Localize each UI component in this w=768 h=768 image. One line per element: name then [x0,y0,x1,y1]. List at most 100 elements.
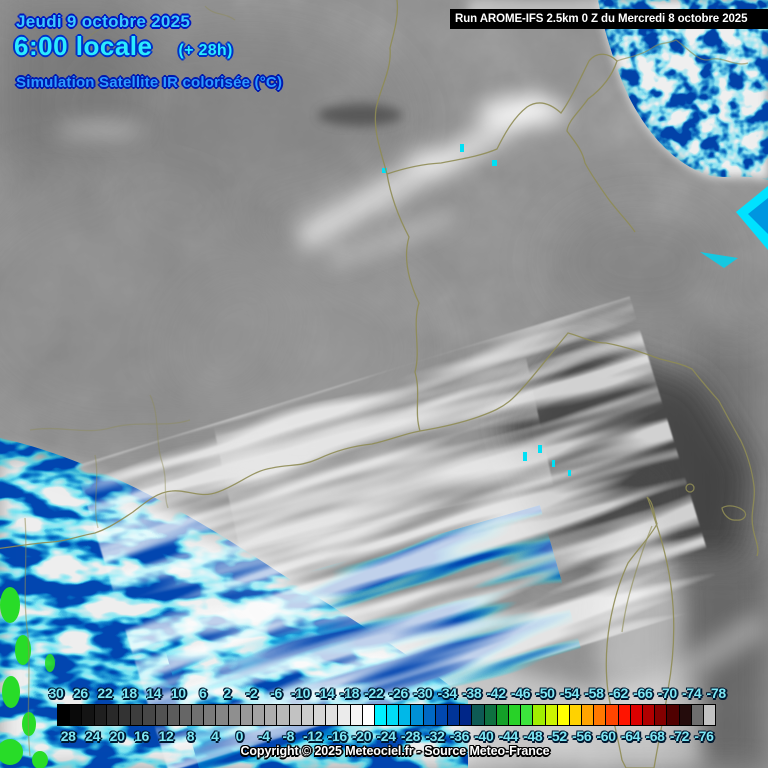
elba-outline [721,505,747,521]
colorbar-cell [422,705,435,725]
colorbar-tick-label: 0 [235,728,244,744]
colorbar-cell [666,705,679,725]
colorbar-tick-label: -6 [270,685,282,701]
colorbar-tick-label: 12 [158,728,174,744]
colorbar-cell [544,705,557,725]
local-time-label: 6:00 locale [14,31,153,61]
colorbar-cell [532,705,545,725]
colorbar-tick-label: -18 [339,685,360,701]
colorbar-tick-label: 16 [134,728,150,744]
colorbar-tick-label: -20 [351,728,372,744]
colorbar-tick-label: -28 [400,728,421,744]
colorbar-tick-label: 8 [186,728,195,744]
swiss-italy-border [386,53,636,233]
colorbar-cell [69,705,82,725]
colorbar-cell [507,705,521,725]
colorbar-tick-label: 6 [198,685,207,701]
colorbar-cell [325,705,338,725]
colorbar-cell [642,705,655,725]
france-italy-border [374,0,421,432]
colorbar-tick-label: -48 [523,728,543,744]
colorbar-cell [593,705,606,725]
colorbar-cell [93,705,106,725]
colorbar-cell [702,705,716,725]
colorbar-cell [154,705,167,725]
colorbar-cell [678,705,691,725]
colorbar-tick-label: 2 [223,685,231,701]
colorbar-tick-label: -70 [657,685,678,701]
colorbar-cell [447,705,460,725]
colorbar-tick-label: -72 [669,728,690,744]
colorbar-tick-label: 30 [48,685,64,701]
colorbar-tick-label: -58 [584,685,604,701]
colorbar-tick-label: -60 [596,728,616,744]
colorbar-cell [58,705,70,725]
colorbar-tick-label: -54 [559,685,580,701]
colorbar-cell [142,705,155,725]
time-row: 6:00 locale (+ 28h) [14,31,233,62]
coastline [0,332,759,557]
colorbar-cell [483,705,496,725]
colorbar-cell [617,705,630,725]
colorbar-cell [556,705,569,725]
colorbar-tick-label: -66 [633,685,653,701]
colorbar-cell [386,705,399,725]
colorbar-cell [81,705,94,725]
colorbar-cell [337,705,350,725]
colorbar-tick-label: -42 [486,685,506,701]
colorbar-tick-label: -38 [461,685,482,701]
colorbar-tick-label: -62 [608,685,629,701]
colorbar-tick-label: -50 [535,685,555,701]
colorbar-tick-label: 14 [146,685,162,701]
colorbar-cell [300,705,313,725]
corsica-outline [605,496,675,768]
colorbar-cell [203,705,216,725]
colorbar-tick-label: -74 [682,685,702,701]
colorbar-cell [459,705,472,725]
colorbar-cell [130,705,143,725]
colorbar-cell [264,705,277,725]
colorbar-tick-label: -44 [498,728,519,744]
colorbar-cell [276,705,289,725]
colorbar-cell [312,705,326,725]
colorbar-cell [434,705,447,725]
colorbar-tick-label: 26 [72,685,88,701]
colorbar-cell [629,705,642,725]
colorbar-tick-label: 18 [121,685,137,701]
colorbar-cell [410,705,423,725]
colorbar-tick-label: -32 [425,728,445,744]
colorbar-tick-label: -40 [474,728,494,744]
colorbar-tick-label: -52 [547,728,568,744]
colorbar-cell [117,705,131,725]
wave-cloud-streets [75,296,724,768]
colorbar-tick-label: -76 [694,728,714,744]
colorbar-tick-label: -64 [620,728,641,744]
colorbar-tick-label: 20 [109,728,125,744]
colorbar-cell [105,705,118,725]
colorbar-cell [495,705,508,725]
colorbar-cell [349,705,362,725]
colorbar-tick-label: -24 [376,728,396,744]
rhone-line [24,517,31,757]
colorbar-tick-label: -8 [282,728,295,744]
colorbar-tick-label: -4 [257,728,270,744]
copyright-text: Copyright © 2025 Meteociel.fr - Source M… [240,744,550,758]
colorbar-tick-label: 22 [97,685,113,701]
temperature-colorbar: 30 26 22 18 14 10 6 2 -2 -6 -10 -14 -18 -22 -26 -30 -34-… [0,683,768,749]
colorbar-tick-label: -10 [290,685,311,701]
colorbar-cell [166,705,179,725]
date-label: Jeudi 9 octobre 2025 [16,12,191,31]
colorbar-tick-label: -12 [303,728,323,744]
colorbar-cell [581,705,594,725]
colorbar-cell [373,705,387,725]
colorbar-cell [227,705,240,725]
colorbar-tick-label: -68 [645,728,665,744]
colorbar-tick-label: -14 [315,685,335,701]
coldest-green-spots [0,587,55,768]
colorbar-tick-label: 24 [85,728,101,744]
colorbar-cell [520,705,533,725]
colorbar-cell [568,705,582,725]
colorbar-tick-label: 10 [170,685,186,701]
